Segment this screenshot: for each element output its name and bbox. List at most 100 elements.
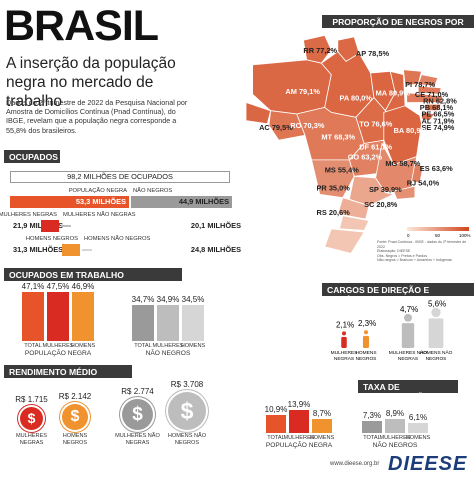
desprotegido-bar-1-1 <box>157 305 179 341</box>
taxa-cat-0-1: MULHERES <box>283 435 315 441</box>
map-label-go: GO 63,2% <box>348 152 383 161</box>
desprotegido-bar-1-0 <box>132 305 154 341</box>
taxa-value-0-2: 8,7% <box>312 409 332 418</box>
taxa-cat-1-2: HOMENS <box>405 435 431 441</box>
ocupados-left-bar-2: 31,3 MILHÕES <box>10 244 70 256</box>
cargos-cat-1-b: NEGROS <box>356 356 377 362</box>
taxa-cat-0-2: HOMENS <box>309 435 335 441</box>
ocupados-right-value-1: 20,1 MILHÕES <box>190 221 241 230</box>
rendimento-coin-2: $ <box>122 399 153 430</box>
taxa-bar-1-0 <box>362 421 382 433</box>
desprotegido-bar-0-0 <box>22 292 44 341</box>
map-state-pr <box>337 197 370 220</box>
rendimento-value-2: R$ 2.774 <box>121 387 154 396</box>
cargos-body-2 <box>401 323 415 348</box>
section-desprotegido-header: OCUPADOS EM TRABALHO DESPROTEGIDO <box>4 268 182 290</box>
cargos-value-1: 2,3% <box>358 319 376 328</box>
map-state-al <box>424 103 442 112</box>
map-label-to: TO 76,6% <box>359 120 393 129</box>
map-label-am: AM 79,1% <box>285 87 320 96</box>
taxa-value-1-2: 6,1% <box>408 413 428 422</box>
cargos-head-2 <box>404 313 412 322</box>
ocupados-left-value-2: 31,3 MILHÕES <box>13 245 64 254</box>
map-label-es: ES 63,6% <box>420 164 453 173</box>
cargos-body-0 <box>341 336 347 348</box>
rendimento-cat-2: MULHERES NÃO NEGRAS <box>115 433 160 446</box>
map-label-pa: PA 80,0% <box>340 93 373 102</box>
map-notes: Fonte: Pnad Contínua - IBGE - dados do 2… <box>377 240 472 263</box>
legend-tick-100: 100% <box>459 233 471 238</box>
desprotegido-cat-1-2: HOMENS <box>180 343 206 349</box>
ocupados-right-value-0: 44,9 MILHÕES <box>178 197 229 206</box>
map-state-rr <box>302 34 332 64</box>
map-label-pi: PI 78,7% <box>405 80 435 89</box>
map-state-es <box>411 162 424 184</box>
note-elaboracao: Elaboração: DIEESE <box>377 249 411 254</box>
cargos-head-0 <box>342 331 346 336</box>
desprotegido-cat-0-0: TOTAL <box>24 343 42 349</box>
map-label-ms: MS 55,4% <box>325 166 360 175</box>
cargos-cat-2-b: NEGRAS <box>398 356 418 362</box>
map-label-rj: RJ 54,0% <box>407 179 440 188</box>
taxa-group-1: NÃO NEGROS <box>372 442 418 449</box>
desprotegido-value-0-1: 47,5% <box>46 282 70 291</box>
map-label-pr: PR 35,0% <box>317 184 351 193</box>
taxa-cat-1-1: MULHERES <box>379 435 411 441</box>
taxa-bar-1-2 <box>408 423 428 433</box>
legend-tick-0: 0 <box>407 233 410 238</box>
ocupados-right-line-1 <box>61 225 71 227</box>
cargos-value-3: 5,6% <box>428 299 446 308</box>
cargos-cat-3-a: HOMENS NÃO <box>420 349 453 356</box>
ocupados-total: 98,2 MILHÕES DE OCUPADOS <box>10 171 230 183</box>
taxa-value-1-0: 7,3% <box>362 411 382 420</box>
legend-tick-50: 50 <box>435 233 441 238</box>
taxa-cat-0-0: TOTAL <box>267 435 285 441</box>
ocupados-left-value-1: 21,9 MILHÕES <box>13 221 64 230</box>
section-cargos-header: CARGOS DE DIREÇÃO E GERÊNCIA <box>322 283 474 305</box>
cargos-cat-2-a: MULHERES NÃO <box>389 349 428 356</box>
rendimento-value-0: R$ 1.715 <box>15 395 48 404</box>
cargos-head-1 <box>364 330 368 335</box>
ocupados-left-value-0: 53,3 MILHÕES <box>75 197 126 206</box>
map-label-ba: BA 80,9% <box>394 126 428 135</box>
rendimento-coin-1: $ <box>62 404 88 430</box>
rendimento-value-3: R$ 3.708 <box>170 380 204 389</box>
ocupados-left-label-1: MULHERES NEGRAS <box>0 212 57 218</box>
taxa-bar-0-0 <box>266 415 286 433</box>
desprotegido-group-0: POPULAÇÃO NEGRA <box>24 350 92 357</box>
desprotegido-value-0-0: 47,1% <box>21 282 45 291</box>
map-state-sc <box>338 215 370 231</box>
footer-url[interactable]: www.dieese.org.br <box>330 461 380 467</box>
rendimento-cat-1: HOMENS NEGROS <box>62 433 88 446</box>
desprotegido-value-0-2: 46,9% <box>71 282 95 291</box>
ocupados-right-value-2: 24,8 MILHÕES <box>190 245 241 254</box>
map-label-se: SE 74,9% <box>422 123 455 132</box>
desprotegido-cat-0-2: HOMENS <box>70 343 96 349</box>
map-label-ac: AC 79,5% <box>259 123 293 132</box>
rendimento-cat-3: HOMENS NÃO NEGROS <box>167 433 207 446</box>
ocupados-left-bar-0: 53,3 MILHÕES <box>10 196 129 208</box>
map-label-rr: RR 77,2% <box>303 46 337 55</box>
map-label-rn: RN 62,8% <box>423 97 457 106</box>
taxa-bar-1-1 <box>385 419 405 433</box>
desprotegido-bar-0-2 <box>72 292 94 341</box>
map-state-ro <box>268 110 306 141</box>
map-state-se <box>421 111 436 122</box>
ocupados-left-swatch-1 <box>41 220 59 232</box>
cargos-body-1 <box>362 335 370 348</box>
desprotegido-bar-1-2 <box>182 305 204 341</box>
ocupados-right-line-2 <box>82 249 92 251</box>
section-uf-header: PROPORÇÃO DE NEGROS POR UF <box>322 15 474 37</box>
ocupados-total-text: 98,2 MILHÕES DE OCUPADOS <box>67 172 173 181</box>
taxa-cat-1-0: TOTAL <box>363 435 381 441</box>
page-subtitle: A inserção da população negra no mercado… <box>6 55 176 110</box>
ocupados-left-swatch-2 <box>62 244 80 256</box>
cargos-body-3 <box>428 318 444 348</box>
desprotegido-cat-1-0: TOTAL <box>134 343 152 349</box>
note-negros: Obs. Negros = Pretos e Pardos <box>377 253 428 258</box>
map-state-ms <box>311 159 355 199</box>
cargos-value-0: 2,1% <box>336 320 354 329</box>
desprotegido-value-1-0: 34,7% <box>131 295 155 304</box>
cargos-cat-0-b: NEGRAS <box>334 356 354 362</box>
map-state-rn <box>417 74 439 87</box>
